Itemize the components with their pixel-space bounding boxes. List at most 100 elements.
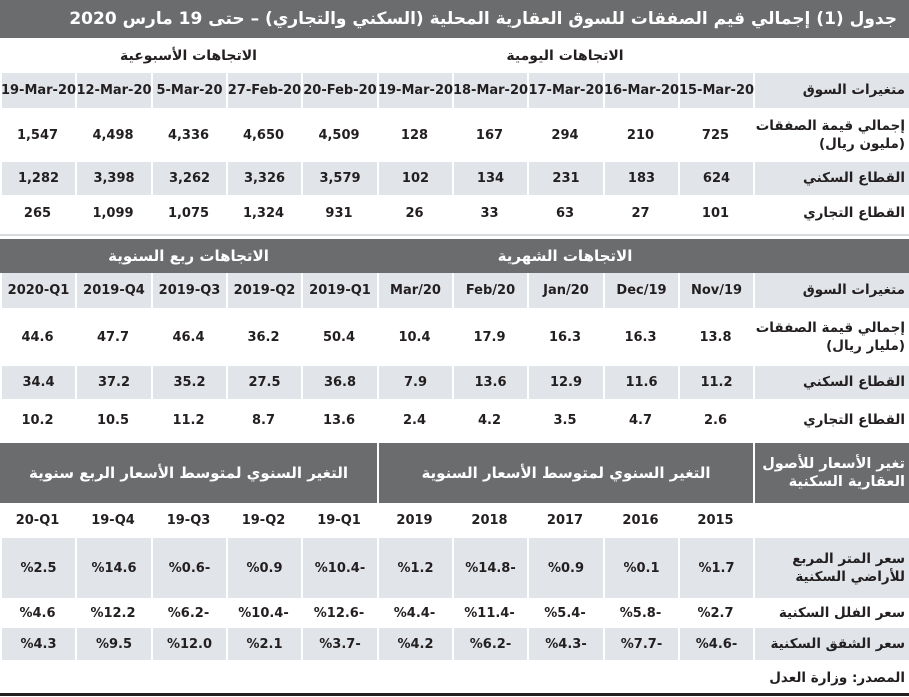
source-note: المصدر: وزارة العدل [769,670,905,686]
table-cell: 4,509 [318,127,360,143]
table-cell: 27 [631,206,650,221]
row-label: إجمالي قيمة الصفقات (مليون ريال) [755,117,905,152]
group-annual: التغير السنوي لمتوسط الأسعار السنوية [377,443,753,503]
table-cell: 11.2 [678,366,753,399]
table-cell: %0.6- [151,538,226,598]
table-cell: 931 [325,206,353,221]
table-row: إجمالي قيمة الصفقات (مليون ريال) 725 210 2… [0,108,909,162]
table-cell: 3,326 [226,162,301,195]
table-cell: 37.2 [75,366,151,399]
row-label: القطاع التجاري [803,205,905,222]
table-cell: 1,099 [92,206,134,221]
group-monthly: الاتجاهات الشهرية [497,247,633,265]
table-cell: 10.5 [96,413,130,428]
table-cell: 10.2 [21,413,54,428]
column-header: 15-Mar-20 [678,73,754,108]
table-cell: 4,336 [167,127,210,143]
column-header: Mar/20 [377,273,452,308]
column-header: 2016 [622,513,659,528]
column-header: 18-Mar-20 [452,73,528,108]
column-header: Dec/19 [603,273,678,308]
table-cell: %9.5 [75,628,151,660]
table-row: سعر الشقق السكنية %4.6- %7.7- %4.3- %6.2- %4… [0,628,909,660]
table-cell: 128 [400,127,429,143]
table-cell: 26 [405,206,424,221]
group-quarterly-change: التغير السنوي لمتوسط الأسعار الربع سنوية [28,464,349,482]
column-header: 19-Q2 [241,513,286,528]
table-cell: 134 [452,162,527,195]
table-cell: %1.2 [377,538,452,598]
table-cell: %10.4- [238,605,289,621]
row-label: القطاع التجاري [803,412,905,429]
table-cell: 231 [527,162,603,195]
table-cell: %4.6- [678,628,753,660]
table-cell: 183 [603,162,678,195]
column-header: 19-Mar-20 [0,73,76,108]
table-cell: 102 [377,162,452,195]
section2-group-header: الاتجاهات الشهرية الاتجاهات ربع السنوية [0,239,909,273]
table-cell: %2.5 [0,538,75,598]
table-cell: 11.6 [603,366,678,399]
column-header: 2018 [471,513,508,528]
table-cell: 4.7 [628,413,653,428]
row-label: القطاع السكني [753,162,909,195]
table-cell: 13.6 [322,413,356,428]
section3-group-header: تغير الأسعار للأصول العقارية السكنية الت… [0,443,909,503]
column-header: 2019-Q3 [151,273,226,308]
column-header: 2019-Q1 [301,273,377,308]
table-cell: 3,398 [75,162,151,195]
table-cell: %11.4- [464,605,515,621]
table-cell: 36.2 [247,329,280,345]
bottom-rule [0,693,909,696]
table-cell: 27.5 [226,366,301,399]
table-cell: 1,075 [167,206,210,221]
table-cell: 1,324 [242,206,285,221]
table-cell: %12.6- [313,605,365,621]
table-cell: 13.6 [452,366,527,399]
group-daily: الاتجاهات اليومية [506,47,624,64]
table-row: سعر الفلل السكنية %2.7 %5.8- %5.4- %11.4- %4… [0,598,909,628]
column-header: 19-Q3 [166,513,211,528]
row-label: سعر الشقق السكنية [753,628,909,660]
table-cell: %5.4- [544,605,586,621]
table-cell: 8.7 [251,413,276,428]
table-cell: 2.4 [402,413,427,428]
table-cell: %4.3 [0,628,75,660]
table-row: سعر المتر المربع للأراضي السكنية %1.7 %0.… [0,538,909,598]
column-header: 19-Q4 [91,513,135,528]
group-weekly: الاتجاهات الأسبوعية [120,47,257,64]
table-cell: 16.3 [548,329,582,345]
table-cell: %4.3- [527,628,603,660]
table-cell: %2.7 [697,605,734,621]
column-header: Feb/20 [452,273,527,308]
table-cell: 12.9 [527,366,603,399]
column-header: 19-Q1 [317,513,361,528]
table-row: القطاع السكني 624 183 231 134 102 3,579 3,326 3… [0,162,909,195]
table-cell: %4.2 [377,628,452,660]
column-header: 2017 [546,513,584,528]
table-cell: 4,650 [242,127,285,143]
table-cell: 13.8 [699,329,732,345]
table-row: القطاع التجاري 2.6 4.7 3.5 4.2 2.4 13.6 8.7 11.… [0,399,909,442]
table-cell: 4.2 [477,413,502,428]
column-header: 5-Mar-20 [151,73,226,108]
table-cell: 33 [480,206,499,221]
column-header: 2019-Q2 [226,273,301,308]
table-cell: %7.7- [603,628,678,660]
column-header: 12-Mar-20 [75,73,152,108]
section3-column-header: 2015 2016 2017 2018 2019 19-Q1 19-Q2 19-Q3 19-Q4… [0,503,909,538]
table-cell: 46.4 [172,329,205,345]
table-cell: %12.0 [151,628,226,660]
table-cell: %12.2 [90,605,136,621]
column-header: 19-Mar-20 [377,73,453,108]
table-cell: 3,262 [151,162,226,195]
table-cell: 1,547 [16,127,59,143]
header-label: متغيرات السوق [753,73,909,108]
table-cell: 17.9 [473,329,506,345]
header-label: تغير الأسعار للأصول العقارية السكنية [753,443,909,503]
table-cell: %1.7 [678,538,753,598]
table-cell: %14.6 [75,538,151,598]
column-header: 27-Feb-20 [226,73,301,108]
table-cell: 3,579 [301,162,377,195]
table-cell: 7.9 [377,366,452,399]
